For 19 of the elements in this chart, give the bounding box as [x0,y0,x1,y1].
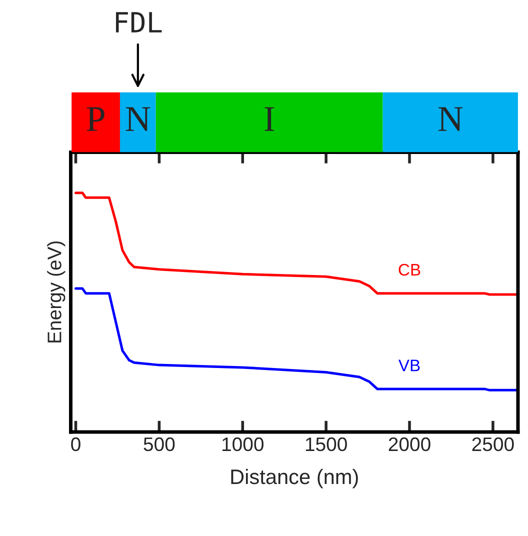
bar [382,92,518,152]
x-tick-label: 1500 [306,437,347,452]
bar [156,92,383,152]
series-label: I [264,107,274,131]
y-axis-title: Energy (eV) [47,241,66,342]
x-tick-label: 500 [144,437,175,452]
x-tick-label: 1000 [222,437,264,452]
x-tick-label: 2000 [388,437,430,452]
series-label: CB [398,264,420,276]
series-label: N [126,107,150,131]
bar [72,92,120,152]
series-label: P [86,107,104,131]
text: FDL [116,12,162,32]
x-tick-label: 0 [71,437,80,452]
series-label: VB [398,360,420,372]
bar [120,92,156,152]
x-tick-label: 2500 [472,437,514,452]
series-label: N [438,107,463,131]
x-axis-title: Distance (nm) [231,468,358,488]
